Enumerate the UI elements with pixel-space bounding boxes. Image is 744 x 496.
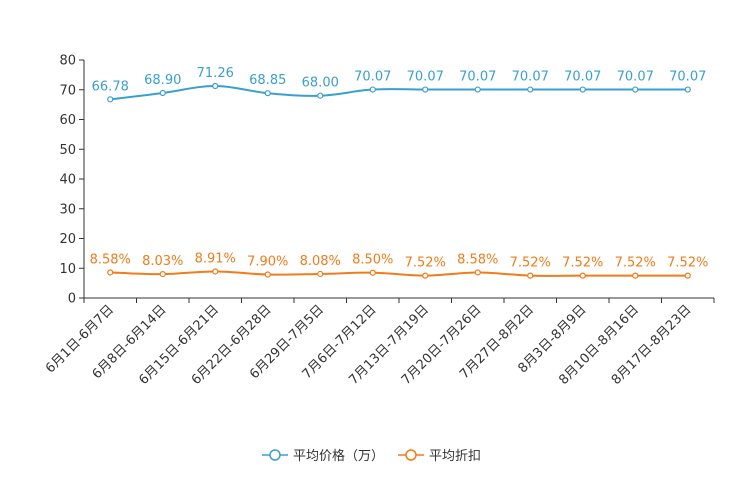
data-label: 8.58% bbox=[90, 252, 131, 267]
data-label: 7.52% bbox=[405, 256, 446, 271]
data-point bbox=[369, 269, 376, 276]
data-label: 8.08% bbox=[300, 254, 341, 269]
data-label: 68.85 bbox=[249, 73, 286, 88]
data-point bbox=[212, 82, 219, 90]
data-point bbox=[527, 272, 534, 279]
data-labels: 66.78 68.90 71.26 68.85 68.00 70.07 70.07 70.07… bbox=[90, 66, 709, 271]
data-point bbox=[212, 268, 219, 275]
y-tick-label: 30 bbox=[59, 202, 76, 217]
data-point bbox=[422, 86, 429, 93]
data-point bbox=[264, 90, 271, 97]
data-label: 7.52% bbox=[510, 256, 551, 271]
data-point bbox=[684, 86, 691, 93]
y-tick-label: 20 bbox=[59, 232, 76, 247]
data-point bbox=[317, 92, 324, 99]
series-lines bbox=[107, 82, 691, 279]
legend[interactable]: 平均价格（万） 平均折扣 bbox=[262, 448, 481, 464]
data-label: 68.00 bbox=[302, 76, 339, 91]
legend-marker-1 bbox=[269, 449, 281, 461]
y-tick-label: 10 bbox=[59, 262, 76, 277]
y-tick-label: 70 bbox=[59, 83, 76, 98]
data-label: 71.26 bbox=[197, 66, 234, 81]
data-point bbox=[159, 271, 166, 278]
data-point bbox=[684, 272, 691, 279]
data-point bbox=[579, 272, 586, 279]
series-line-2 bbox=[110, 270, 688, 277]
axes: 010203040506070806月1日-6月7日6月8日-6月14日6月15… bbox=[43, 54, 715, 388]
y-tick-label: 60 bbox=[59, 113, 76, 128]
data-point bbox=[107, 269, 114, 276]
data-point bbox=[527, 86, 534, 93]
data-point bbox=[632, 272, 639, 279]
data-label: 66.78 bbox=[92, 79, 129, 94]
data-label: 8.91% bbox=[195, 251, 236, 266]
series-line-1 bbox=[110, 85, 688, 101]
data-point bbox=[317, 270, 324, 278]
legend-label-2: 平均折扣 bbox=[429, 449, 481, 464]
y-tick-label: 50 bbox=[59, 143, 76, 158]
data-label: 70.07 bbox=[459, 70, 496, 85]
data-label: 68.90 bbox=[144, 73, 181, 88]
legend-label-1: 平均价格（万） bbox=[293, 448, 384, 464]
data-label: 70.07 bbox=[407, 70, 444, 85]
y-tick-label: 80 bbox=[59, 54, 76, 69]
data-point bbox=[264, 271, 271, 278]
data-point bbox=[369, 86, 376, 93]
data-label: 7.90% bbox=[247, 254, 288, 269]
data-label: 70.07 bbox=[512, 70, 549, 85]
data-label: 7.52% bbox=[667, 256, 708, 271]
data-label: 8.03% bbox=[142, 254, 183, 269]
data-label: 70.07 bbox=[564, 70, 601, 85]
data-label: 70.07 bbox=[617, 70, 654, 85]
data-point bbox=[474, 86, 481, 93]
data-point bbox=[159, 89, 166, 97]
data-label: 8.58% bbox=[457, 252, 498, 267]
y-tick-label: 0 bbox=[68, 292, 76, 307]
data-label: 8.50% bbox=[352, 253, 393, 268]
legend-marker-2 bbox=[405, 449, 417, 461]
data-point bbox=[107, 96, 114, 103]
data-point bbox=[579, 86, 586, 93]
data-point bbox=[474, 269, 481, 276]
data-point bbox=[632, 86, 639, 93]
data-label: 70.07 bbox=[354, 70, 391, 85]
y-tick-label: 40 bbox=[59, 173, 76, 188]
data-label: 7.52% bbox=[615, 256, 656, 271]
data-point bbox=[422, 272, 429, 279]
data-label: 70.07 bbox=[669, 70, 706, 85]
data-label: 7.52% bbox=[562, 256, 603, 271]
